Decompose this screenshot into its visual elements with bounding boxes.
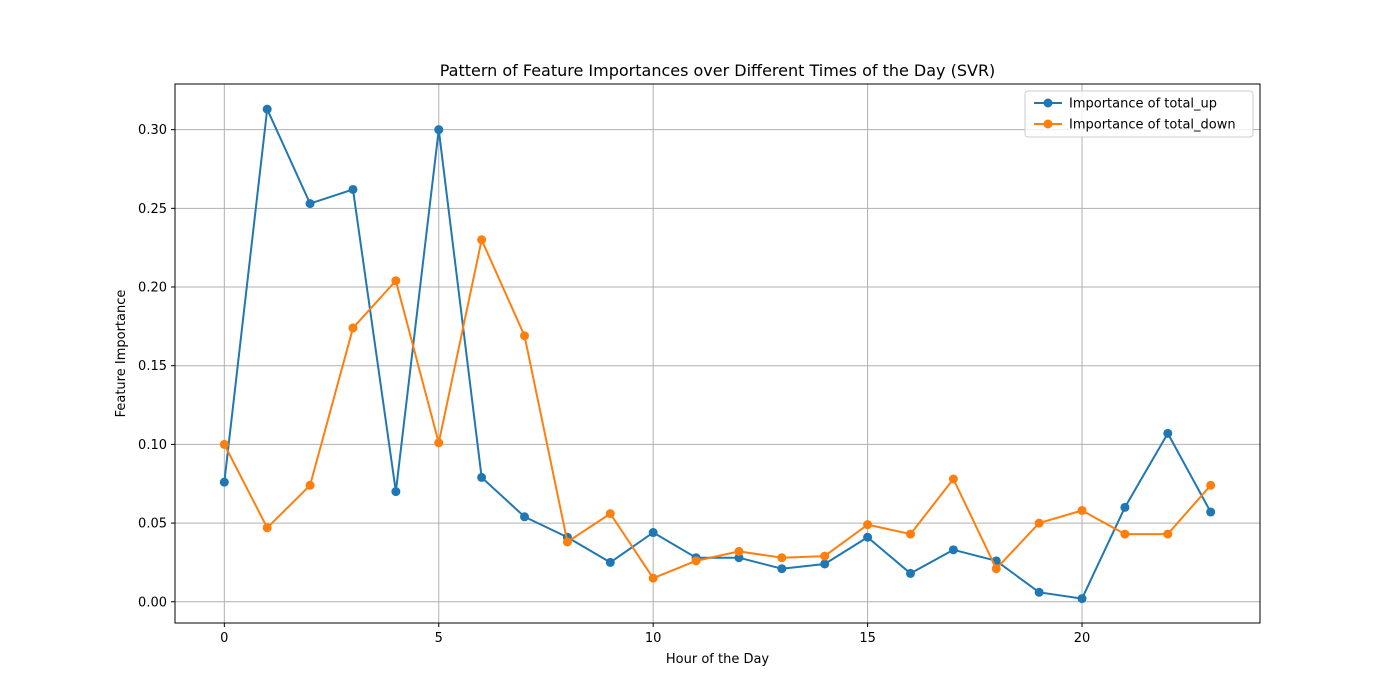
data-point	[1077, 505, 1087, 515]
legend-box	[1024, 90, 1254, 138]
x-tick-label: 10	[645, 631, 662, 646]
legend-marker	[1043, 119, 1053, 129]
y-tick-label: 0.05	[138, 517, 167, 532]
legend-marker	[1043, 98, 1053, 108]
legend: Importance of total_up Importance of tota…	[1024, 90, 1254, 138]
data-point	[948, 545, 958, 555]
y-tick-label: 0.10	[138, 438, 167, 453]
data-point	[348, 184, 358, 194]
data-point	[520, 331, 530, 341]
data-point	[1206, 507, 1216, 517]
data-point	[305, 199, 315, 209]
data-point	[648, 528, 658, 538]
data-point	[648, 573, 658, 583]
chart-title: Pattern of Feature Importances over Diff…	[440, 61, 996, 80]
legend-item: Importance of total_up	[1034, 97, 1217, 112]
data-point	[262, 104, 272, 114]
data-point	[1163, 529, 1173, 539]
data-point	[1163, 428, 1173, 438]
data-point	[1206, 480, 1216, 490]
y-tick-label: 0.25	[138, 202, 167, 217]
data-point	[863, 520, 873, 530]
data-point	[1077, 594, 1087, 604]
data-point	[777, 553, 787, 563]
data-point	[477, 472, 487, 482]
data-point	[905, 529, 915, 539]
legend-item: Importance of total_down	[1034, 118, 1236, 133]
data-point	[605, 509, 615, 519]
data-point	[777, 564, 787, 574]
data-point	[434, 125, 444, 135]
x-axis-ticks: 0 5 10 15 20	[220, 623, 1090, 646]
y-tick-label: 0.20	[138, 281, 167, 296]
data-point	[434, 438, 444, 448]
data-point	[1120, 502, 1130, 512]
data-series	[219, 104, 1216, 604]
y-axis-label: Feature Importance	[114, 290, 129, 418]
data-point	[691, 556, 701, 566]
data-point	[820, 559, 830, 569]
x-tick-label: 20	[1074, 631, 1091, 646]
data-point	[219, 477, 229, 487]
y-tick-label: 0.30	[138, 123, 167, 138]
data-point	[1034, 587, 1044, 597]
data-point	[605, 557, 615, 567]
data-point	[991, 564, 1001, 574]
data-point	[863, 532, 873, 542]
data-point	[348, 323, 358, 333]
data-point	[391, 487, 401, 497]
legend-label: Importance of total_up	[1069, 97, 1217, 112]
data-point	[905, 568, 915, 578]
y-tick-label: 0.15	[138, 359, 167, 374]
series-2	[219, 235, 1216, 583]
data-point	[305, 480, 315, 490]
x-tick-label: 15	[859, 631, 876, 646]
grid-lines	[175, 84, 1260, 623]
data-point	[1034, 518, 1044, 528]
x-tick-label: 0	[220, 631, 228, 646]
data-point	[520, 512, 530, 522]
data-point	[219, 439, 229, 449]
data-point	[562, 537, 572, 547]
legend-label: Importance of total_down	[1069, 118, 1236, 133]
data-point	[477, 235, 487, 245]
y-tick-label: 0.00	[138, 595, 167, 610]
x-tick-label: 5	[435, 631, 443, 646]
data-point	[734, 546, 744, 556]
data-point	[391, 276, 401, 286]
series-line	[223, 238, 1212, 580]
y-axis-ticks: 0.00 0.05 0.10 0.15 0.20 0.25 0.30	[138, 123, 175, 610]
series-line	[223, 108, 1212, 600]
data-point	[262, 523, 272, 533]
plot-frame	[174, 83, 1261, 624]
data-point	[820, 551, 830, 561]
data-point	[734, 553, 744, 563]
data-point	[1120, 529, 1130, 539]
data-point	[948, 474, 958, 484]
x-axis-label: Hour of the Day	[666, 652, 770, 667]
